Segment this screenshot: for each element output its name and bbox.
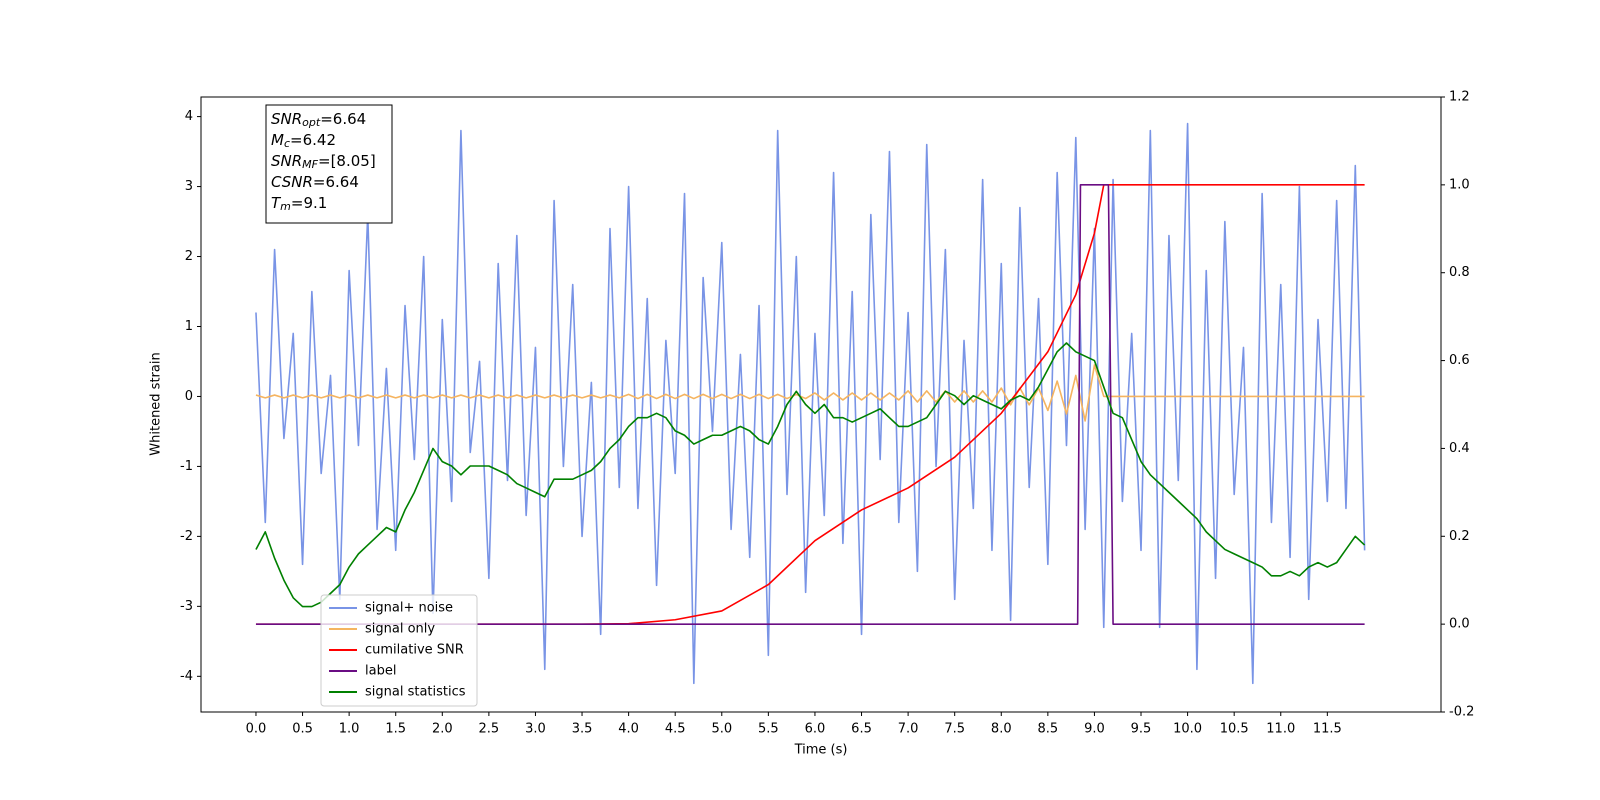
x-tick-label: 6.0: [805, 722, 826, 737]
x-tick-label: 11.5: [1313, 722, 1342, 737]
x-tick-label: 8.5: [1038, 722, 1059, 737]
x-tick-label: 0.5: [292, 722, 313, 737]
annotation: Tm=9.1: [271, 194, 327, 214]
y2-tick-label: 0.8: [1449, 265, 1470, 280]
series-line: [255, 364, 1365, 422]
y2-tick-label: 0.6: [1449, 353, 1470, 368]
x-tick-label: 11.0: [1266, 722, 1295, 737]
x-tick-label: 9.5: [1131, 722, 1152, 737]
annotation-symbol: SNR: [271, 110, 302, 128]
annotation-value: =6.64: [313, 173, 359, 191]
annotation: Mc=6.42: [271, 131, 336, 151]
plot-frame: [200, 96, 1442, 713]
y2-tick-label: 1.2: [1449, 90, 1470, 105]
annotation-subscript: c: [284, 137, 290, 150]
x-tick-label: 7.0: [898, 722, 919, 737]
annotation-subscript: opt: [302, 116, 321, 129]
plot-area: [255, 122, 1366, 685]
y-tick-label: 0: [185, 389, 193, 404]
y-tick-label: 4: [185, 109, 193, 124]
x-tick-label: 10.0: [1173, 722, 1202, 737]
annotation-subscript: MF: [302, 158, 318, 171]
x-tick-label: 2.5: [479, 722, 500, 737]
annotation-box: [265, 104, 393, 224]
legend-label: signal only: [365, 622, 435, 637]
x-tick-label: 0.0: [246, 722, 267, 737]
y-axis-label: Whitened strain: [149, 352, 164, 455]
y2-tick-label: 0.4: [1449, 441, 1470, 456]
y-tick-label: 1: [185, 319, 193, 334]
annotation: SNRopt=6.64: [271, 110, 366, 130]
annotation-symbol: SNR: [271, 152, 302, 170]
series-line: [255, 342, 1366, 608]
y2-tick-label: 0.2: [1449, 529, 1470, 544]
annotation: SNRMF=[8.05]: [271, 152, 376, 172]
y2-tick-label: 1.0: [1449, 177, 1470, 192]
legend-box: [320, 594, 478, 707]
y-tick-label: -1: [180, 459, 193, 474]
x-tick-label: 5.0: [711, 722, 732, 737]
y2-tick-label: 0.0: [1449, 617, 1470, 632]
x-tick-label: 10.5: [1220, 722, 1249, 737]
series-line: [255, 184, 1365, 625]
annotation-symbol: CSNR: [271, 173, 313, 191]
series-line: [255, 184, 1365, 625]
x-tick-label: 4.0: [618, 722, 639, 737]
y-tick-label: 3: [185, 179, 193, 194]
x-axis-label: Time (s): [794, 743, 848, 758]
annotation: CSNR=6.64: [271, 173, 359, 191]
x-tick-label: 3.5: [572, 722, 593, 737]
annotation-value: =9.1: [291, 194, 327, 212]
legend-label: signal+ noise: [365, 601, 453, 616]
annotation-subscript: m: [280, 200, 291, 213]
legend-label: cumilative SNR: [365, 643, 464, 658]
annotation-value: =6.42: [290, 131, 336, 149]
x-tick-label: 7.5: [944, 722, 965, 737]
y-tick-label: -2: [180, 529, 193, 544]
annotation-value: =[8.05]: [318, 152, 376, 170]
x-tick-label: 9.0: [1084, 722, 1105, 737]
x-tick-label: 6.5: [851, 722, 872, 737]
x-tick-label: 5.5: [758, 722, 779, 737]
legend-label: label: [365, 664, 396, 679]
x-tick-label: 3.0: [525, 722, 546, 737]
x-tick-label: 4.5: [665, 722, 686, 737]
y-tick-label: -3: [180, 599, 193, 614]
annotation-value: =6.64: [320, 110, 366, 128]
x-tick-label: 2.0: [432, 722, 453, 737]
x-tick-label: 1.5: [385, 722, 406, 737]
y2-tick-label: -0.2: [1449, 705, 1474, 720]
x-tick-label: 1.0: [339, 722, 360, 737]
series-line: [255, 122, 1366, 685]
x-tick-label: 8.0: [991, 722, 1012, 737]
y-tick-label: -4: [180, 669, 193, 684]
legend-label: signal statistics: [365, 685, 466, 700]
annotation-symbol: T: [271, 194, 282, 212]
y-tick-label: 2: [185, 249, 193, 264]
annotation-symbol: M: [271, 131, 284, 149]
